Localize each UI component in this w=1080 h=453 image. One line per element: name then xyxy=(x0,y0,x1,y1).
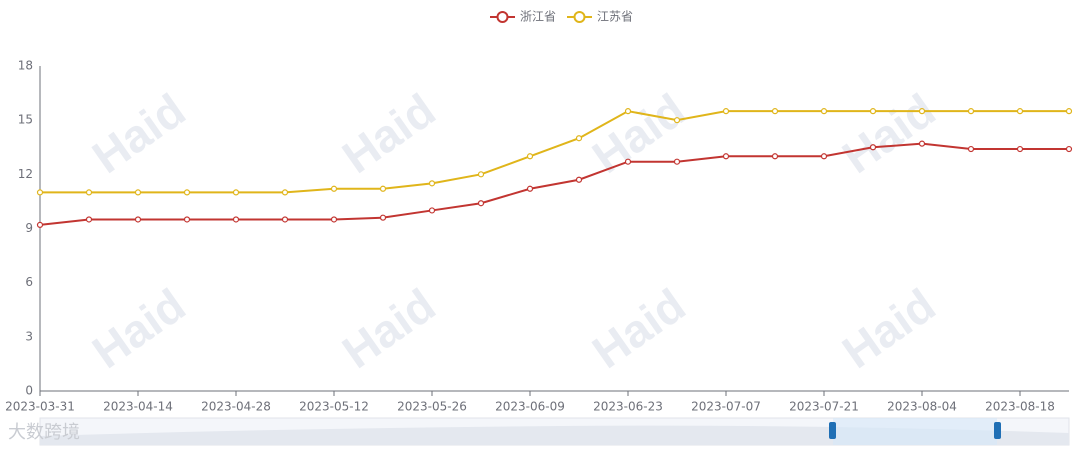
data-point xyxy=(624,108,632,115)
data-zoom[interactable] xyxy=(39,417,1070,446)
data-point xyxy=(820,108,828,115)
data-point xyxy=(232,189,240,196)
watermark: Haid xyxy=(833,83,944,183)
x-tick-label: 2023-06-09 xyxy=(495,400,565,414)
data-point xyxy=(85,189,93,196)
x-tick-label: 2023-08-18 xyxy=(985,400,1055,414)
data-point xyxy=(183,216,191,223)
series-line xyxy=(40,110,1069,194)
x-tick-label: 2023-07-07 xyxy=(691,400,761,414)
watermark: Haid xyxy=(333,83,444,183)
data-point xyxy=(281,189,289,196)
data-point xyxy=(1016,108,1024,115)
data-point xyxy=(428,207,436,214)
legend-marker xyxy=(496,11,509,23)
y-tick-label: 0 xyxy=(25,384,33,398)
x-tick-label: 2023-08-04 xyxy=(887,400,957,414)
data-point xyxy=(869,144,877,151)
data-point xyxy=(771,153,779,160)
data-point xyxy=(1016,145,1024,153)
x-tick-label: 2023-07-21 xyxy=(789,400,859,414)
legend-label: 江苏省 xyxy=(597,10,633,24)
data-point xyxy=(134,189,142,196)
data-point xyxy=(869,108,877,115)
data-point xyxy=(1065,145,1073,153)
y-tick-label: 3 xyxy=(25,329,33,343)
data-point xyxy=(673,158,681,165)
data-point xyxy=(722,108,730,115)
legend-marker xyxy=(573,11,586,23)
brand-logo: 大数跨境 xyxy=(8,422,80,443)
data-point xyxy=(379,185,387,192)
data-point xyxy=(526,153,534,160)
data-point xyxy=(526,185,534,192)
y-tick-label: 15 xyxy=(18,113,33,127)
x-tick-label: 2023-03-31 xyxy=(5,400,75,414)
data-point xyxy=(134,216,142,223)
data-point xyxy=(232,216,240,223)
x-tick-label: 2023-06-23 xyxy=(593,400,663,414)
data-point xyxy=(771,108,779,115)
legend-item[interactable]: 江苏省 xyxy=(567,10,633,24)
watermark: Haid xyxy=(333,278,444,378)
watermark: Haid xyxy=(583,83,694,183)
zoom-handle[interactable] xyxy=(994,422,1001,439)
y-tick-label: 9 xyxy=(25,221,33,235)
series-line xyxy=(39,142,1069,226)
data-point xyxy=(918,140,926,147)
data-point xyxy=(183,189,191,196)
zoom-handle[interactable] xyxy=(829,422,836,439)
watermark: Haid xyxy=(833,278,944,378)
data-point xyxy=(330,185,338,192)
data-point xyxy=(624,158,632,165)
watermark: Haid xyxy=(583,278,694,378)
data-point xyxy=(967,108,975,115)
data-point xyxy=(967,145,975,153)
data-point xyxy=(428,180,436,187)
x-tick-label: 2023-05-12 xyxy=(299,400,369,414)
data-point xyxy=(477,171,485,178)
zoom-window[interactable] xyxy=(833,418,997,445)
y-tick-label: 12 xyxy=(18,167,33,181)
data-point xyxy=(379,214,387,221)
y-tick-label: 6 xyxy=(25,275,33,289)
data-point xyxy=(575,135,583,142)
data-point xyxy=(673,117,681,124)
data-point xyxy=(36,221,44,228)
watermark: Haid xyxy=(83,278,194,378)
data-point xyxy=(36,189,44,196)
x-tick-label: 2023-04-28 xyxy=(201,400,271,414)
data-point xyxy=(281,216,289,223)
data-point xyxy=(918,108,926,115)
data-point xyxy=(330,216,338,223)
y-tick-label: 18 xyxy=(18,59,33,73)
x-tick-label: 2023-04-14 xyxy=(103,400,173,414)
x-tick-label: 2023-05-26 xyxy=(397,400,467,414)
watermark: Haid xyxy=(83,83,194,183)
data-point xyxy=(1065,108,1073,115)
data-point xyxy=(575,176,583,183)
legend-label: 浙江省 xyxy=(520,10,556,24)
data-point xyxy=(820,153,828,160)
data-point xyxy=(85,216,93,223)
zoom-preview xyxy=(40,425,1069,445)
data-point xyxy=(477,200,485,207)
data-point xyxy=(722,153,730,160)
legend-item[interactable]: 浙江省 xyxy=(490,10,556,24)
